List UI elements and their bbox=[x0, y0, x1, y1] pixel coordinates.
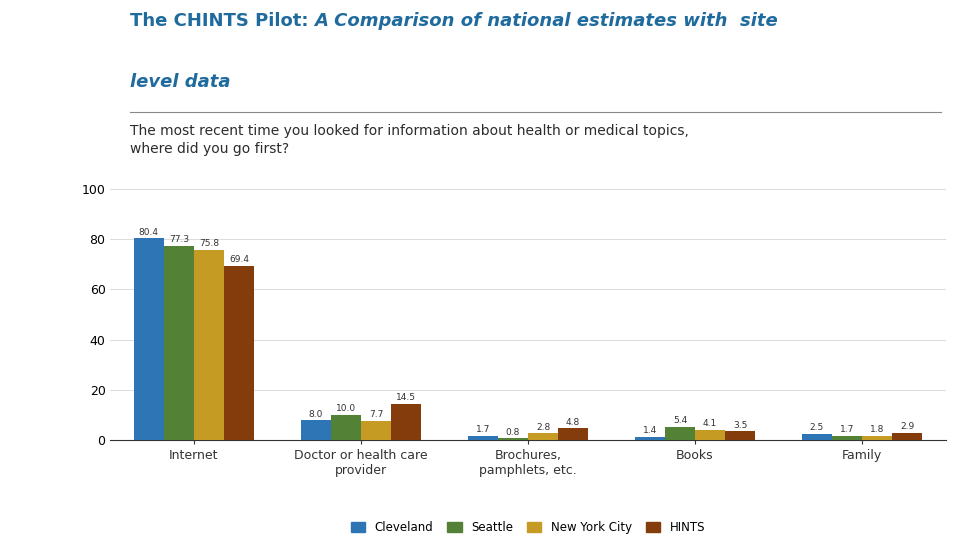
Bar bbox=[361, 421, 391, 440]
Bar bbox=[862, 436, 892, 440]
Text: level data: level data bbox=[130, 72, 230, 91]
Text: 7.7: 7.7 bbox=[369, 410, 383, 419]
Bar bbox=[300, 420, 331, 440]
Text: 14.5: 14.5 bbox=[396, 393, 416, 402]
Bar bbox=[498, 438, 528, 440]
Text: 4: 4 bbox=[939, 516, 948, 529]
Text: 69.4: 69.4 bbox=[229, 255, 249, 264]
Legend: Cleveland, Seattle, New York City, HINTS: Cleveland, Seattle, New York City, HINTS bbox=[347, 516, 709, 539]
Text: 2.8: 2.8 bbox=[536, 423, 550, 431]
Bar bbox=[558, 428, 588, 440]
Bar bbox=[635, 436, 665, 440]
Bar bbox=[802, 434, 832, 440]
Text: 4.8: 4.8 bbox=[566, 417, 580, 427]
Text: icfi.com  |  Passion. Expertise. Results.: icfi.com | Passion. Expertise. Results. bbox=[12, 517, 225, 528]
Bar bbox=[528, 433, 558, 440]
Text: 10.0: 10.0 bbox=[336, 404, 356, 414]
Bar bbox=[892, 433, 923, 440]
Text: 1.4: 1.4 bbox=[643, 426, 657, 435]
Text: 5.4: 5.4 bbox=[673, 416, 687, 425]
Bar bbox=[832, 436, 862, 440]
Bar bbox=[665, 427, 695, 440]
Bar bbox=[164, 246, 194, 440]
Text: 8.0: 8.0 bbox=[309, 409, 324, 418]
Text: 75.8: 75.8 bbox=[199, 239, 219, 248]
Text: 80.4: 80.4 bbox=[139, 228, 158, 237]
Text: 4.1: 4.1 bbox=[703, 419, 717, 428]
Bar bbox=[133, 238, 164, 440]
Text: 3.5: 3.5 bbox=[732, 421, 747, 430]
Text: 2.5: 2.5 bbox=[810, 423, 824, 433]
Bar bbox=[331, 415, 361, 440]
Text: 0.8: 0.8 bbox=[506, 428, 520, 436]
Bar bbox=[224, 266, 254, 440]
Text: 2.9: 2.9 bbox=[900, 422, 914, 431]
Text: 1.7: 1.7 bbox=[840, 426, 854, 434]
Bar bbox=[695, 430, 725, 440]
Text: 1.8: 1.8 bbox=[870, 425, 884, 434]
Bar bbox=[391, 404, 421, 440]
Text: The most recent time you looked for information about health or medical topics,
: The most recent time you looked for info… bbox=[130, 124, 688, 157]
Text: A Comparison of national estimates with  site: A Comparison of national estimates with … bbox=[314, 12, 779, 30]
Bar bbox=[194, 250, 224, 440]
Bar bbox=[725, 431, 756, 440]
Text: 77.3: 77.3 bbox=[169, 235, 189, 245]
Text: 1.7: 1.7 bbox=[476, 426, 491, 434]
Text: The CHINTS Pilot:: The CHINTS Pilot: bbox=[130, 12, 314, 30]
Bar bbox=[468, 436, 498, 440]
